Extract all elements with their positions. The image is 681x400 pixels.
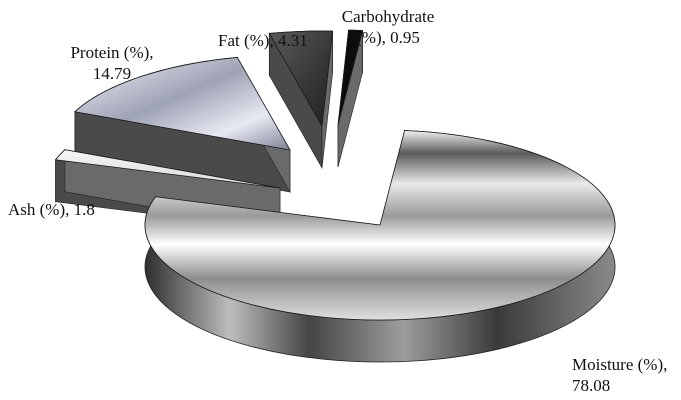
data-label-fat: Fat (%), 4.31	[218, 31, 308, 50]
slice-top-fat	[268, 30, 334, 128]
data-label-line: 14.79	[93, 64, 131, 83]
data-label-ash: Ash (%), 1.8	[8, 200, 95, 219]
data-label-line: Ash (%), 1.8	[8, 200, 95, 219]
slice-top-ash	[54, 149, 281, 189]
slice-moisture	[144, 130, 616, 363]
data-label-protein: Protein (%), 14.79	[70, 43, 153, 83]
data-label-line: Moisture (%),	[572, 355, 667, 374]
data-label-line: 78.08	[572, 376, 610, 395]
data-label-line: Carbohydrate	[342, 7, 435, 26]
slice-fat	[268, 30, 334, 170]
slice-carbohydrate	[337, 29, 364, 168]
data-label-moisture: Moisture (%), 78.08	[572, 355, 667, 395]
data-label-line: Protein (%),	[70, 43, 153, 62]
data-label-line: Fat (%), 4.31	[218, 31, 308, 50]
data-label-carbohydrate: Carbohydrate (%), 0.95	[342, 7, 435, 47]
data-label-line: (%), 0.95	[356, 28, 420, 47]
slice-top-carbohydrate	[337, 29, 364, 126]
slice-protein	[74, 56, 291, 194]
slice-top-protein	[74, 56, 291, 151]
slice-top-moisture	[144, 130, 616, 321]
